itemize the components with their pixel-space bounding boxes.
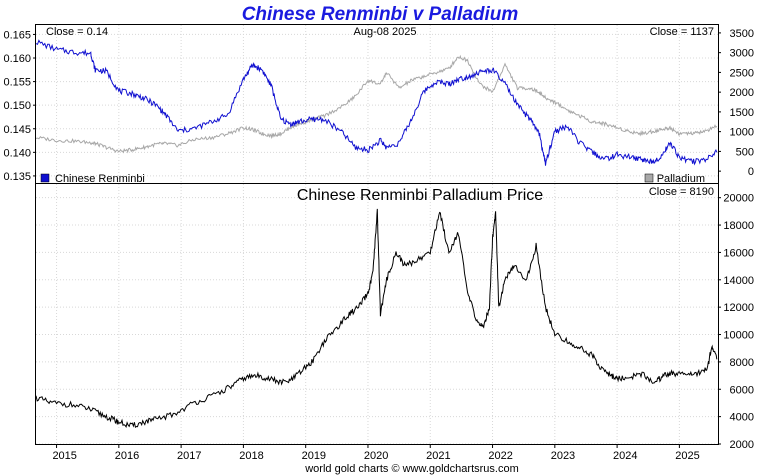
- x-tick-label: 2025: [675, 450, 699, 462]
- top-right-tick-label: 2500: [730, 67, 754, 79]
- x-tick-label: 2016: [115, 450, 139, 462]
- bottom-right-tick-label: 12000: [723, 302, 754, 314]
- left-tick-label: 0.135: [3, 171, 31, 183]
- bottom-chart-title: Chinese Renminbi Palladium Price: [297, 187, 543, 204]
- x-tick-label: 2023: [551, 450, 575, 462]
- left-tick-label: 0.145: [3, 124, 31, 136]
- bottom-right-tick-label: 18000: [723, 220, 754, 232]
- left-tick-label: 0.165: [3, 29, 31, 41]
- top-date: Aug-08 2025: [354, 26, 417, 38]
- bottom-series: [35, 208, 718, 429]
- bottom-right-tick-label: 20000: [723, 193, 754, 205]
- top-frame: [35, 24, 719, 184]
- top-close-left: Close = 0.14: [46, 26, 108, 38]
- x-tick-label: 2021: [426, 450, 450, 462]
- top-right-tick-label: 1000: [730, 127, 754, 139]
- top-left-axis: 0.135 0.140 0.145 0.150 0.155 0.160 0.165: [3, 29, 36, 183]
- bottom-right-tick-label: 14000: [723, 275, 754, 287]
- bottom-panel: 2000 4000 6000 8000 10000 12000 14000 16000 1800…: [35, 183, 754, 462]
- top-right-tick-label: 0: [748, 166, 754, 178]
- x-axis: 2015 2016 2017 2018 2019 2020 2021 2022 2023 2024…: [52, 444, 700, 462]
- top-right-tick-label: 3000: [730, 48, 754, 60]
- palladium-line: [35, 54, 718, 154]
- renminbi-line: [35, 39, 718, 166]
- top-right-tick-label: 2000: [730, 87, 754, 99]
- top-right-tick-label: 1500: [730, 107, 754, 119]
- left-tick-label: 0.160: [3, 53, 31, 65]
- top-right-tick-label: 3500: [730, 28, 754, 40]
- bottom-right-tick-label: 6000: [730, 384, 754, 396]
- bottom-grid: [36, 184, 718, 445]
- top-right-tick-label: 500: [736, 146, 754, 158]
- top-grid: [36, 25, 718, 183]
- bottom-right-axis: 2000 4000 6000 8000 10000 12000 14000 16000 1800…: [718, 193, 754, 451]
- x-tick-label: 2020: [364, 450, 388, 462]
- left-tick-label: 0.155: [3, 77, 31, 89]
- left-tick-label: 0.140: [3, 147, 31, 159]
- x-tick-label: 2015: [52, 450, 76, 462]
- bottom-right-tick-label: 4000: [730, 412, 754, 424]
- top-close-right: Close = 1137: [650, 26, 714, 38]
- bottom-right-tick-label: 8000: [730, 357, 754, 369]
- x-tick-label: 2017: [177, 450, 201, 462]
- left-tick-label: 0.150: [3, 100, 31, 112]
- footer-credit: world gold charts © www.goldchartsrus.co…: [304, 463, 519, 475]
- legend-renminbi-label: Chinese Renminbi: [55, 173, 145, 185]
- x-tick-label: 2022: [488, 450, 512, 462]
- top-right-axis: 0 500 1000 1500 2000 2500 3000 3500: [718, 28, 754, 178]
- x-tick-label: 2019: [302, 450, 326, 462]
- top-panel: 0.135 0.140 0.145 0.150 0.155 0.160 0.165 0 500…: [3, 24, 754, 185]
- bottom-close-right: Close = 8190: [649, 186, 714, 198]
- x-tick-label: 2018: [239, 450, 263, 462]
- bottom-frame: [35, 183, 719, 445]
- legend-palladium-label: Palladium: [657, 173, 705, 185]
- chart-title: Chinese Renminbi v Palladium: [242, 4, 519, 25]
- legend-renminbi-swatch: [40, 173, 50, 183]
- ratio-line: [35, 208, 718, 429]
- legend-palladium-swatch: [644, 173, 654, 183]
- bottom-right-tick-label: 10000: [723, 330, 754, 342]
- x-tick-label: 2024: [613, 450, 637, 462]
- bottom-right-tick-label: 16000: [723, 247, 754, 259]
- top-series: [35, 39, 718, 166]
- bottom-right-tick-label: 2000: [730, 439, 754, 451]
